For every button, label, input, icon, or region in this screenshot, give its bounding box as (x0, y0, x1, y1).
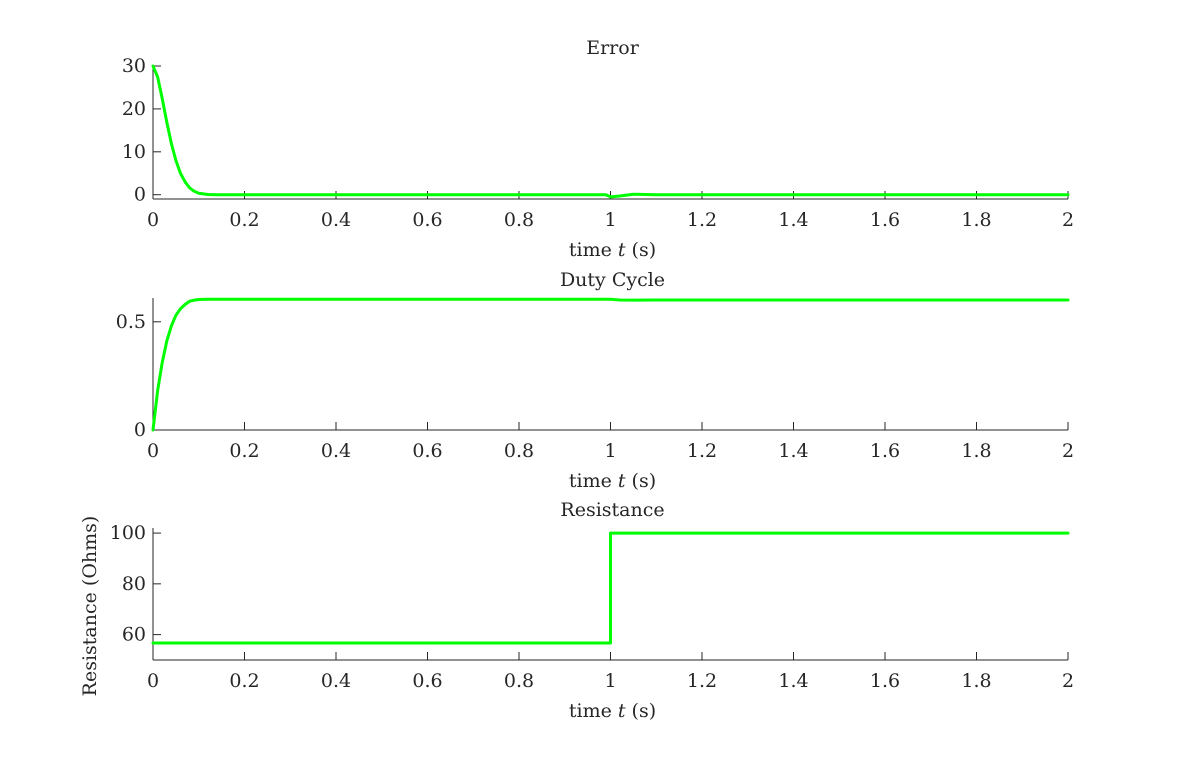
x-tick-label: 0.4 (321, 670, 351, 692)
series-line-1 (151, 531, 1070, 645)
chart-title: Resistance (560, 499, 664, 521)
x-axis-label: time t (s) (569, 470, 656, 492)
x-tick-label: 0.8 (504, 209, 534, 231)
x-tick-label: 0.6 (412, 670, 442, 692)
x-tick-label: 0 (147, 670, 159, 692)
chart-title: Duty Cycle (560, 269, 665, 291)
x-tick-label: 1.8 (961, 209, 991, 231)
x-tick-label: 1.4 (778, 670, 808, 692)
x-tick-label: 0.4 (321, 440, 351, 462)
x-tick-label: 0.8 (504, 440, 534, 462)
x-tick-label: 0.2 (229, 670, 259, 692)
x-tick-label: 0.4 (321, 209, 351, 231)
y-tick-label: 0 (134, 419, 146, 441)
x-tick-label: 0.8 (504, 670, 534, 692)
x-tick-label: 0.6 (412, 209, 442, 231)
x-axis-label: time t (s) (569, 239, 656, 261)
x-tick-label: 1.6 (870, 209, 900, 231)
chart-title: Error (586, 37, 639, 59)
y-tick-label: 100 (110, 522, 146, 544)
y-tick-label: 0.5 (116, 311, 146, 333)
x-tick-label: 1.8 (961, 670, 991, 692)
x-tick-label: 1 (604, 440, 616, 462)
x-tick-label: 0.2 (229, 440, 259, 462)
x-tick-label: 0 (147, 209, 159, 231)
y-tick-label: 10 (122, 141, 146, 163)
x-tick-label: 1.6 (870, 440, 900, 462)
series-line-1 (151, 64, 1070, 199)
x-tick-label: 1 (604, 209, 616, 231)
series-line-1 (151, 297, 1070, 432)
x-tick-label: 1.2 (687, 440, 717, 462)
subplot-1: 0 0.2 0.4 0.6 0.8 1 1.2 1.4 1.6 1.8 20102030Errort… (122, 37, 1074, 261)
x-tick-label: 1.8 (961, 440, 991, 462)
x-tick-label: 1 (604, 670, 616, 692)
x-tick-label: 2 (1062, 440, 1074, 462)
x-tick-label: 2 (1062, 209, 1074, 231)
x-tick-label: 1.2 (687, 209, 717, 231)
y-tick-label: 30 (122, 55, 146, 77)
x-tick-label: 1.2 (687, 670, 717, 692)
subplot-3: 0 0.2 0.4 0.6 0.8 1 1.2 1.4 1.6 1.8 2 60 80 100 Resist… (79, 499, 1074, 722)
subplot-2: 0 0.2 0.4 0.6 0.8 1 1.2 1.4 1.6 1.8 2 0 0.5 Duty Cycl… (116, 269, 1074, 492)
y-axis-label: Resistance (Ohms) (79, 516, 101, 697)
x-tick-label: 1.6 (870, 670, 900, 692)
x-axis-label: time t (s) (569, 700, 656, 722)
y-tick-label: 0 (134, 184, 146, 206)
x-tick-label: 0 (147, 440, 159, 462)
x-tick-label: 1.4 (778, 440, 808, 462)
x-tick-label: 2 (1062, 670, 1074, 692)
x-tick-label: 1.4 (778, 209, 808, 231)
x-tick-label: 0.2 (229, 209, 259, 231)
y-tick-label: 20 (122, 98, 146, 120)
y-tick-label: 80 (122, 573, 146, 595)
x-tick-label: 0.6 (412, 440, 442, 462)
y-tick-label: 60 (122, 624, 146, 646)
